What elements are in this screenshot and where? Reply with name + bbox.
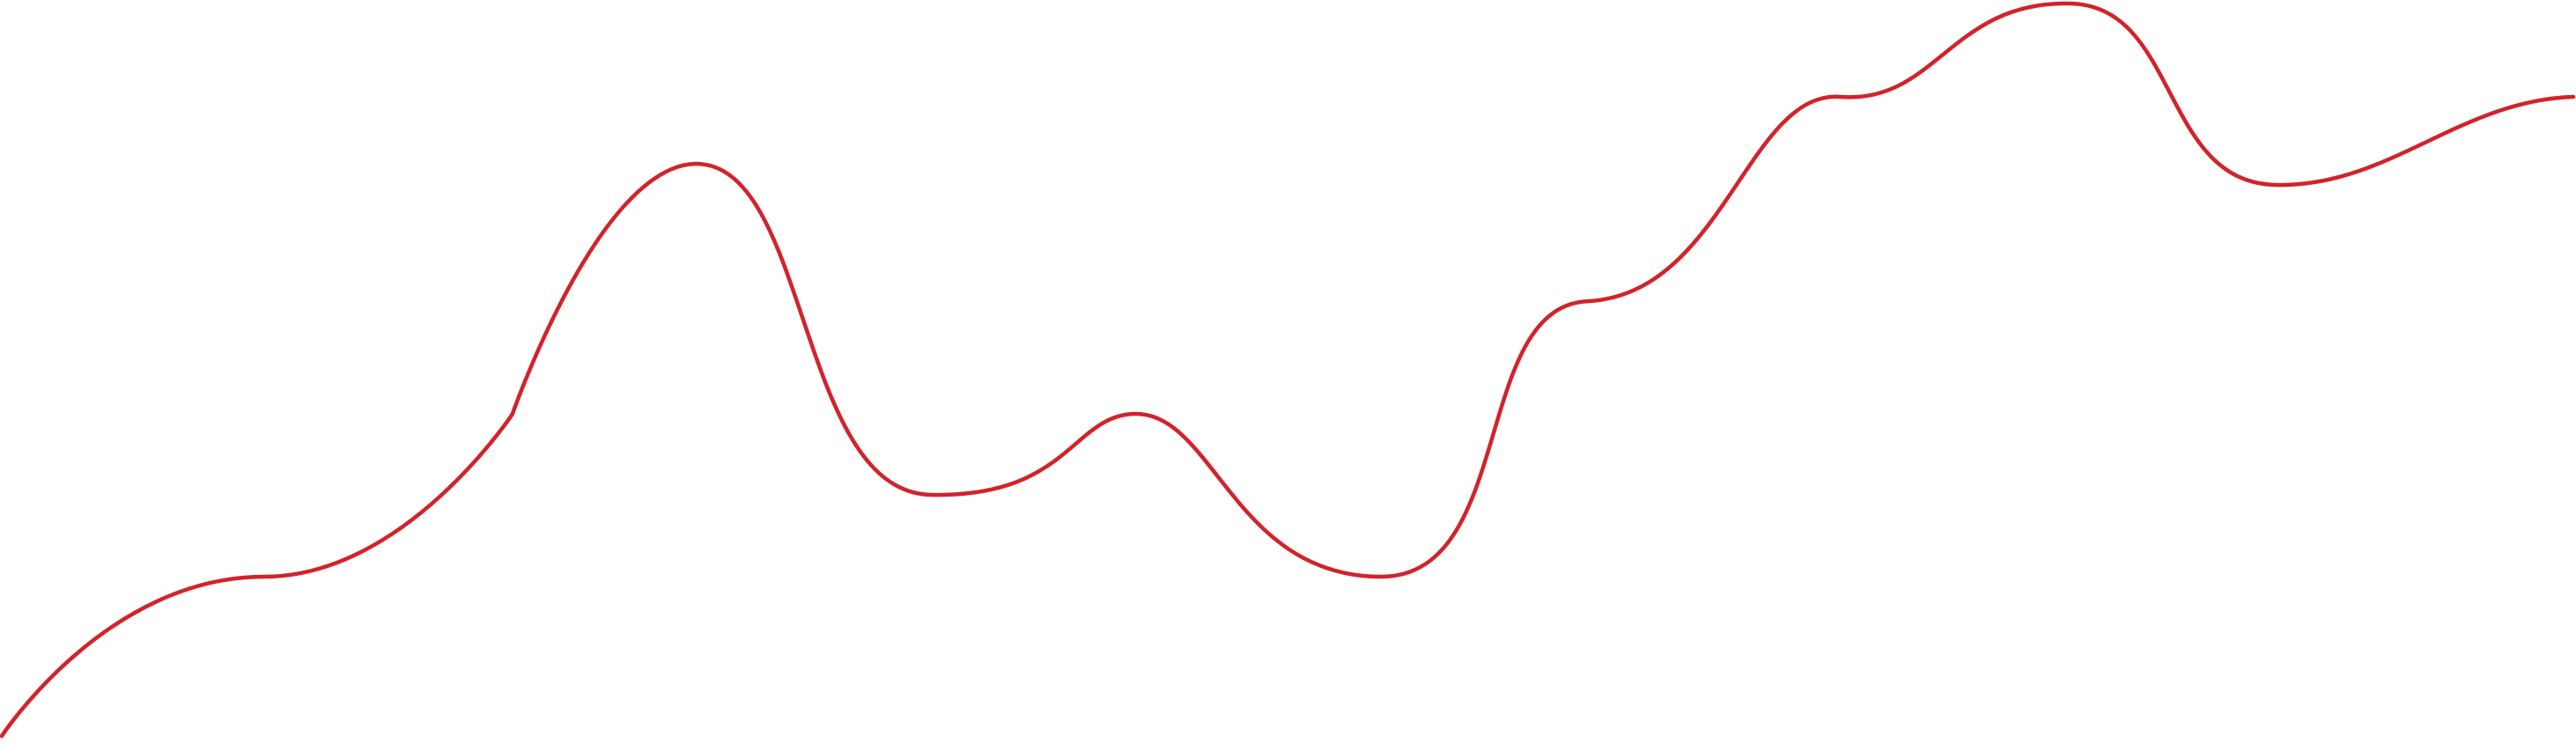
red-wave-line bbox=[0, 1, 2576, 739]
wave-graphic bbox=[0, 1, 2576, 739]
wave-graphic-canvas bbox=[0, 1, 2576, 739]
